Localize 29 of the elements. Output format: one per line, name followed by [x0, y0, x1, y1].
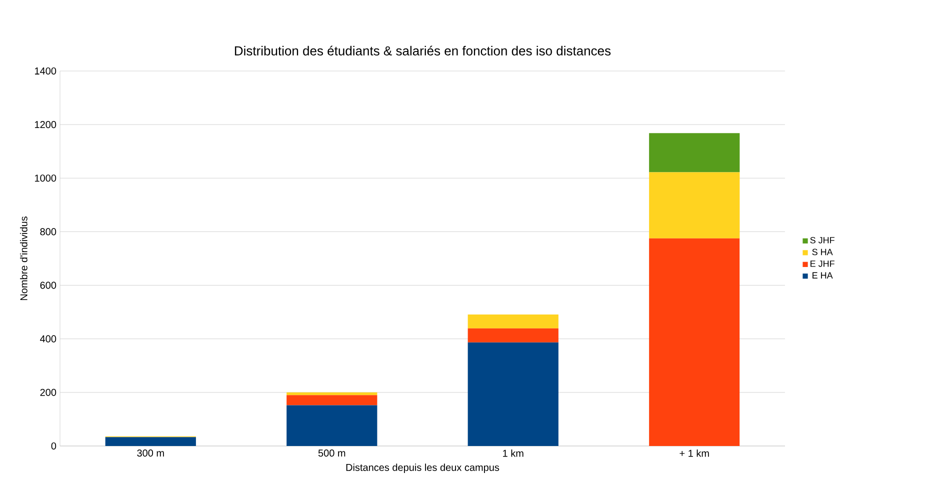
- legend-label: E JHF: [810, 260, 834, 267]
- bar: [649, 238, 740, 446]
- bar: [649, 133, 740, 172]
- y-tick-label: 1400: [35, 67, 56, 75]
- x-axis-title: Distances depuis les deux campus: [346, 464, 500, 473]
- y-tick-label: 0: [51, 442, 56, 450]
- y-tick-label: 1000: [35, 174, 56, 182]
- bar: [468, 342, 558, 446]
- y-tick-label: 1200: [35, 121, 56, 128]
- bar: [286, 405, 378, 446]
- y-tick-label: 600: [40, 282, 56, 289]
- bar: [286, 392, 378, 396]
- x-tick-label: 300 m: [137, 450, 164, 457]
- legend-label: E HA: [812, 272, 833, 278]
- x-tick-label: 1 km: [503, 450, 524, 457]
- x-tick-label: 500 m: [318, 450, 346, 457]
- x-tick-label: + 1 km: [680, 450, 709, 457]
- legend-label: S HA: [812, 248, 833, 256]
- y-axis-title: Nombre d'individus: [20, 216, 28, 300]
- bar: [649, 172, 740, 238]
- chart-title: Distribution des étudiants & salariés en fonction des iso distances: [234, 46, 611, 56]
- legend-label: S JHF: [810, 237, 834, 244]
- bar: [286, 395, 378, 406]
- y-tick-label: 400: [40, 335, 56, 342]
- bar: [468, 328, 558, 342]
- y-tick-label: 800: [40, 228, 56, 236]
- y-tick-label: 200: [40, 388, 56, 396]
- bar: [105, 437, 196, 446]
- bar: [468, 314, 558, 328]
